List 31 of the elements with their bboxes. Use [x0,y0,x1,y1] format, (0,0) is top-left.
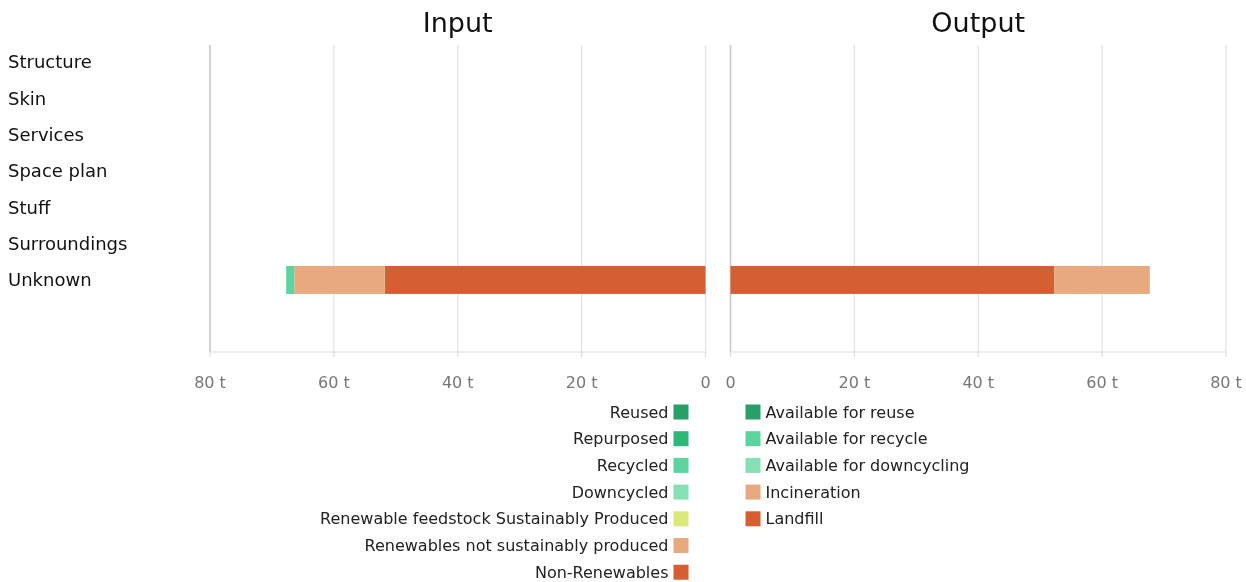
legend-label: Recycled [596,456,669,475]
legend-label: Renewables not sustainably produced [364,536,669,556]
legend-label: Downcycled [571,482,669,502]
legend-label: Landfill [765,509,824,529]
chart-title: Output [931,7,1026,38]
legend-label: Available for downcycling [765,456,970,475]
y-tick-label: Structure [8,51,92,73]
y-tick-label: Surroundings [8,232,128,254]
x-tick-label: 0 [725,373,736,392]
x-tick-label: 80 t [194,373,226,392]
legend-label: Repurposed [573,429,669,449]
y-tick-label: Unknown [8,269,92,291]
x-tick-label: 0 [700,373,711,392]
x-tick-label: 60 t [1086,373,1118,392]
x-tick-label: 60 t [318,373,350,392]
legend-label: Available for reuse [765,402,915,422]
legend-label: Renewable feedstock Sustainably Produced [320,509,669,529]
legend-label: Available for recycle [765,429,928,449]
x-tick-label: 80 t [1210,373,1242,392]
x-tick-label: 20 t [565,373,598,392]
chart-title: Input [422,7,493,38]
legend-label: Reused [609,402,669,422]
x-tick-label: 20 t [838,373,871,392]
y-tick-label: Stuff [8,196,51,218]
legend-label: Incineration [765,482,861,502]
x-tick-label: 40 t [962,373,995,392]
y-tick-label: Space plan [8,160,108,182]
legend-label: Non-Renewables [534,562,669,582]
y-tick-label: Services [8,124,84,146]
x-tick-label: 40 t [441,373,474,392]
y-tick-label: Skin [8,87,47,109]
